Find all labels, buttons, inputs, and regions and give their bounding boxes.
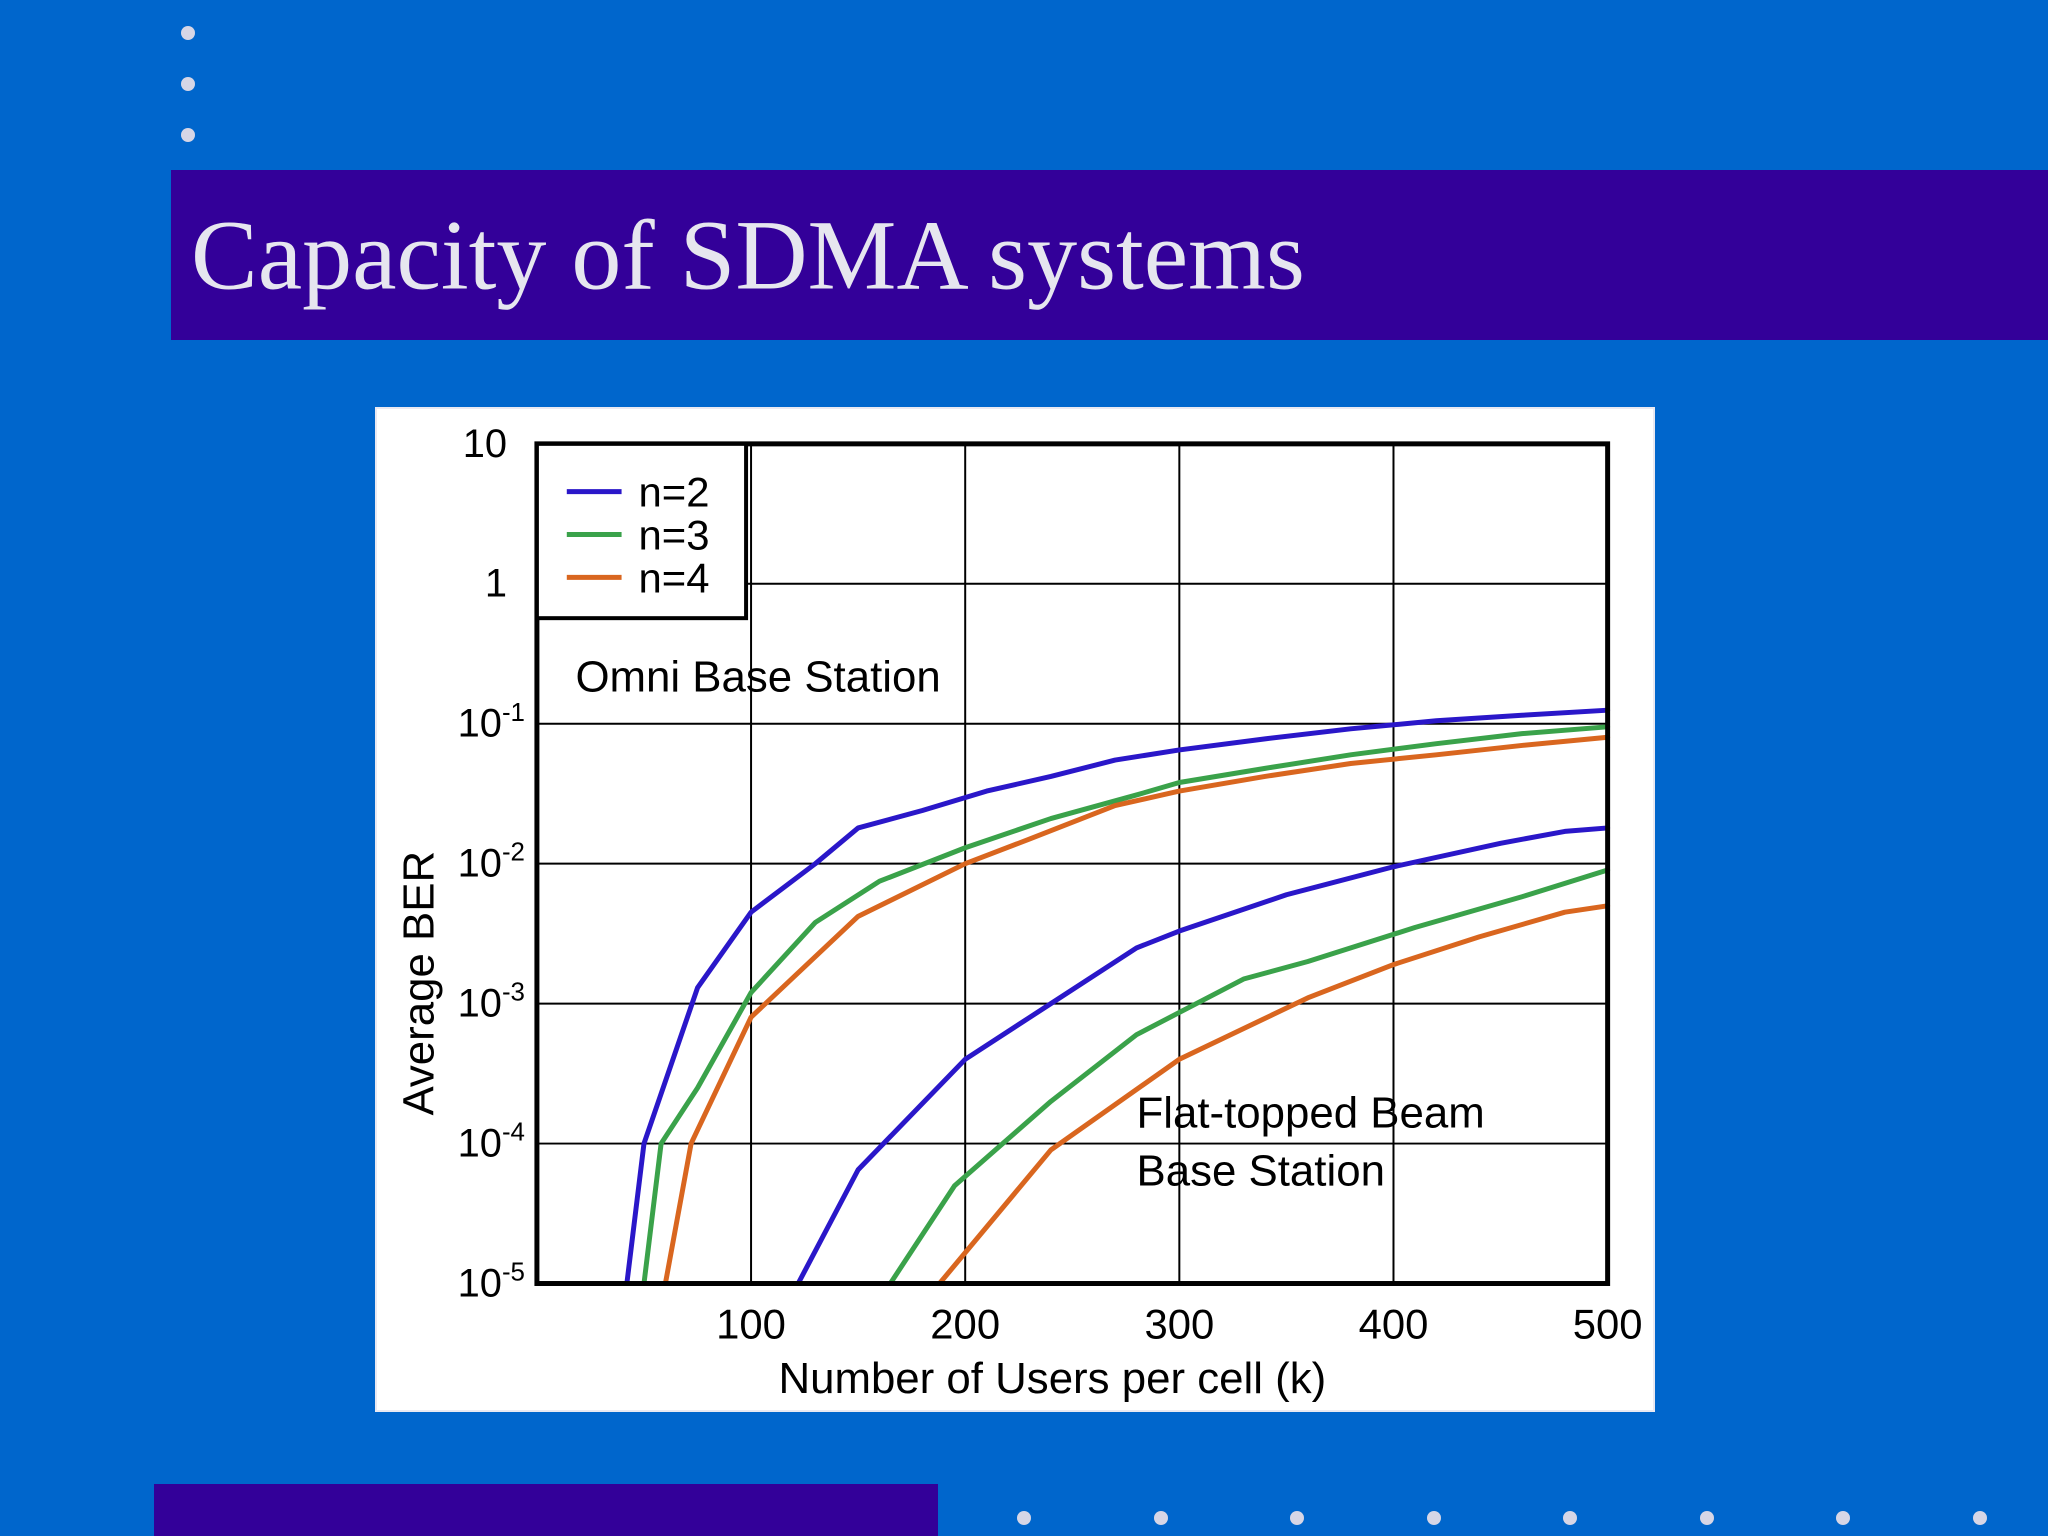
x-axis-label: Number of Users per cell (k)	[778, 1354, 1326, 1403]
footer-dot	[1836, 1511, 1850, 1525]
y-axis-label: Average BER	[394, 851, 443, 1116]
footer-dot	[1426, 1511, 1441, 1525]
x-tick-label: 100	[716, 1300, 786, 1347]
footer-dot	[1972, 1511, 1987, 1525]
x-tick-labels: 100 200 300 400 500	[716, 1300, 1642, 1347]
series-line-n-4	[937, 903, 1611, 1286]
x-tick-label: 300	[1144, 1300, 1214, 1347]
bullet-dot	[181, 26, 195, 40]
title-band: Capacity of SDMA systems	[171, 170, 2048, 340]
legend: n=2n=3n=4	[534, 441, 749, 621]
series-line-n-2	[624, 707, 1611, 1286]
series-line-n-3	[641, 724, 1611, 1286]
y-tick-label: 10-5	[458, 1259, 525, 1306]
series-line-n-2	[795, 825, 1611, 1286]
legend-label: n=3	[639, 511, 710, 558]
y-tick-labels: 10 1 10-1 10-2 10-3 10-4 10-5	[458, 422, 525, 1306]
chart-annotation: Flat-topped Beam Base Station	[1137, 1089, 1485, 1196]
footer-dot	[1017, 1511, 1031, 1525]
y-tick-label: 10	[463, 422, 507, 466]
series-lines	[624, 707, 1611, 1286]
y-tick-label: 10-1	[458, 699, 525, 746]
bullet-dot	[181, 77, 195, 91]
x-tick-label: 200	[930, 1300, 1000, 1347]
x-tick-label: 500	[1573, 1300, 1643, 1347]
ber-chart: n=2n=3n=4 10 1 10-1 10-2 10-3 10-4 10-5 100 200…	[394, 422, 1642, 1403]
footer-dot	[1153, 1511, 1168, 1525]
bullet-dot	[181, 128, 195, 142]
legend-label: n=4	[639, 554, 710, 601]
series-line-n-3	[887, 867, 1611, 1286]
legend-label: n=2	[639, 469, 710, 516]
footer-dot	[1290, 1511, 1304, 1525]
series-line-n-4	[662, 734, 1611, 1286]
footer-dot	[1699, 1511, 1714, 1525]
plot-frame	[534, 441, 1611, 1286]
x-tick-label: 400	[1359, 1300, 1429, 1347]
annotations: Omni Base Station Flat-topped Beam Base St…	[575, 652, 1484, 1195]
chart-card: n=2 n=3 n=4 10 1 10-1 10-2 10-3 10-4 10-5 100 200…	[375, 407, 1655, 1412]
y-tick-label: 10-2	[458, 839, 525, 886]
footer-band	[154, 1484, 938, 1536]
footer-dot	[1563, 1511, 1577, 1525]
y-tick-label: 1	[485, 562, 507, 606]
legend-box	[534, 441, 749, 621]
chart-annotation: Omni Base Station	[575, 652, 940, 701]
y-tick-label: 10-3	[458, 979, 525, 1026]
slide-title: Capacity of SDMA systems	[191, 199, 1305, 311]
y-tick-label: 10-4	[458, 1119, 525, 1166]
